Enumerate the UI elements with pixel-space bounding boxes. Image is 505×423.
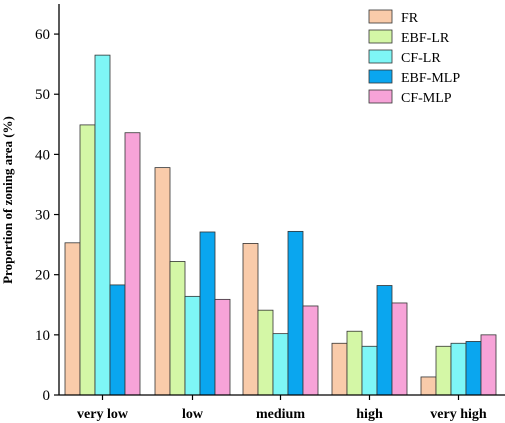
legend-swatch-cf-mlp — [368, 89, 393, 104]
y-tick-label: 60 — [35, 27, 50, 43]
bar-group — [64, 54, 497, 396]
bar-cf-lr-high — [361, 345, 378, 396]
bar-fr-high — [331, 342, 348, 396]
bar-cf-mlp-medium — [302, 305, 319, 396]
y-tick-label: 50 — [35, 87, 50, 103]
legend-label-ebf-mlp: EBF-MLP — [401, 71, 460, 86]
bar-ebf-lr-very-high — [435, 345, 452, 396]
legend: FR EBF-LR CF-LR EBF-MLP CF-MLP — [368, 9, 460, 106]
x-tick-label-medium: medium — [256, 407, 305, 422]
legend-swatch-cf-lr — [368, 49, 393, 64]
bar-ebf-mlp-low — [199, 231, 216, 396]
x-tick-label-very-high: very high — [430, 407, 487, 422]
bar-fr-very-high — [420, 376, 437, 396]
bar-cf-mlp-high — [391, 302, 408, 396]
bar-cf-lr-low — [184, 295, 201, 396]
y-ticks: 0 10 20 30 40 50 60 — [35, 27, 59, 404]
legend-swatch-fr — [368, 9, 393, 24]
legend-label-ebf-lr: EBF-LR — [401, 31, 450, 46]
legend-swatch-ebf-lr — [368, 29, 393, 44]
bar-ebf-lr-medium — [257, 309, 274, 396]
bar-ebf-lr-high — [346, 330, 363, 396]
x-tick-label-high: high — [356, 407, 383, 422]
legend-swatch-ebf-mlp — [368, 69, 393, 84]
x-ticks: very low low medium high very high — [77, 395, 487, 422]
bar-ebf-lr-low — [169, 261, 186, 396]
bar-cf-mlp-very-low — [124, 132, 141, 396]
legend-label-cf-mlp: CF-MLP — [401, 91, 452, 106]
legend-label-fr: FR — [401, 11, 419, 26]
bar-fr-medium — [242, 243, 259, 396]
bar-ebf-mlp-very-high — [465, 341, 482, 396]
y-tick-label: 0 — [43, 388, 51, 404]
bar-cf-lr-very-low — [94, 54, 111, 396]
y-tick-label: 10 — [35, 328, 50, 344]
legend-label-cf-lr: CF-LR — [401, 51, 441, 66]
y-axis-title: Proportion of zoning area (%) — [0, 116, 15, 284]
y-tick-label: 30 — [35, 208, 50, 224]
y-tick-label: 40 — [35, 147, 50, 163]
bar-fr-very-low — [64, 242, 81, 396]
bar-fr-low — [154, 167, 171, 396]
bar-ebf-mlp-high — [376, 285, 393, 396]
bar-ebf-lr-very-low — [79, 124, 96, 396]
bar-ebf-mlp-medium — [287, 230, 304, 396]
bar-cf-mlp-very-high — [480, 334, 497, 396]
y-tick-label: 20 — [35, 268, 50, 284]
bar-cf-mlp-low — [214, 298, 231, 396]
bar-cf-lr-medium — [272, 333, 289, 396]
bar-ebf-mlp-very-low — [109, 284, 126, 396]
x-tick-label-low: low — [182, 407, 204, 422]
axes — [58, 4, 505, 396]
bar-cf-lr-very-high — [450, 342, 467, 396]
x-tick-label-very-low: very low — [77, 407, 129, 422]
